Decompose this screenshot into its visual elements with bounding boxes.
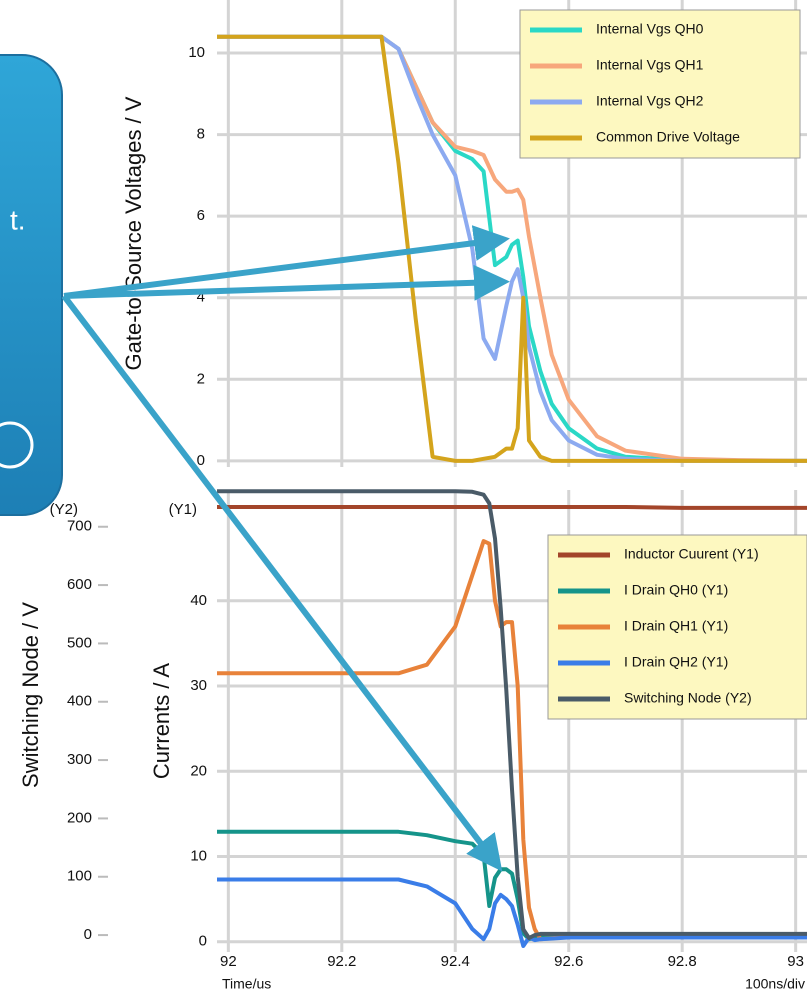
y-tick-label: 10 — [188, 44, 205, 61]
y2-tick-label: 500 — [67, 634, 92, 651]
x-tick-label: 93 — [787, 953, 804, 970]
y2-axis-title: Switching Node / V — [18, 602, 43, 788]
y2-tick-label: 0 — [84, 926, 92, 943]
y2-tick-label: 100 — [67, 868, 92, 885]
x-tick-label: 92 — [220, 953, 237, 970]
chart-page: 0246810Gate-to-Source Voltages / VIntern… — [0, 0, 807, 997]
y2-tick-label: 300 — [67, 751, 92, 768]
x-tick-label: 92.4 — [441, 953, 470, 970]
callout-text: t. — [10, 204, 26, 235]
legend-label: Common Drive Voltage — [596, 129, 740, 145]
x-tick-label: 92.8 — [668, 953, 697, 970]
legend: Internal Vgs QH0 Internal Vgs QH1 Internal… — [520, 10, 800, 158]
x-tick-label: 92.6 — [554, 953, 583, 970]
legend-label: I Drain QH0 (Y1) — [624, 582, 728, 598]
y-axis-title: Gate-to-Source Voltages / V — [121, 96, 146, 370]
legend-label: I Drain QH1 (Y1) — [624, 618, 728, 634]
legend-label: Switching Node (Y2) — [624, 690, 752, 706]
y2-tick-label: 200 — [67, 809, 92, 826]
y2-tick-label: 400 — [67, 693, 92, 710]
y-tick-label: 6 — [197, 207, 205, 224]
y-tick-label: 0 — [197, 452, 205, 469]
y-tick-label: 30 — [190, 677, 207, 694]
legend: Inductor Cuurent (Y1) I Drain QH0 (Y1) I D… — [548, 535, 807, 719]
x-scale-note: 100ns/div — [745, 976, 805, 992]
legend-label: Internal Vgs QH0 — [596, 21, 704, 37]
y-tick-label: 0 — [199, 933, 207, 950]
x-tick-label: 92.2 — [327, 953, 356, 970]
legend-label: Internal Vgs QH1 — [596, 57, 704, 73]
y-tick-label: 20 — [190, 762, 207, 779]
y-axis-note: (Y1) — [169, 501, 197, 518]
legend-label: Internal Vgs QH2 — [596, 93, 704, 109]
y2-tick-label: 700 — [67, 518, 92, 535]
y-tick-label: 2 — [197, 370, 205, 387]
y2-tick-label: 600 — [67, 576, 92, 593]
legend-label: Inductor Cuurent (Y1) — [624, 546, 759, 562]
y-tick-label: 10 — [190, 848, 207, 865]
legend-label: I Drain QH2 (Y1) — [624, 654, 728, 670]
y-tick-label: 40 — [190, 592, 207, 609]
y-tick-label: 8 — [197, 126, 205, 143]
series-line — [217, 507, 807, 508]
y2-axis-note: (Y2) — [50, 501, 78, 518]
x-axis-title: Time/us — [222, 976, 271, 992]
y-axis-title: Currents / A — [149, 663, 174, 779]
